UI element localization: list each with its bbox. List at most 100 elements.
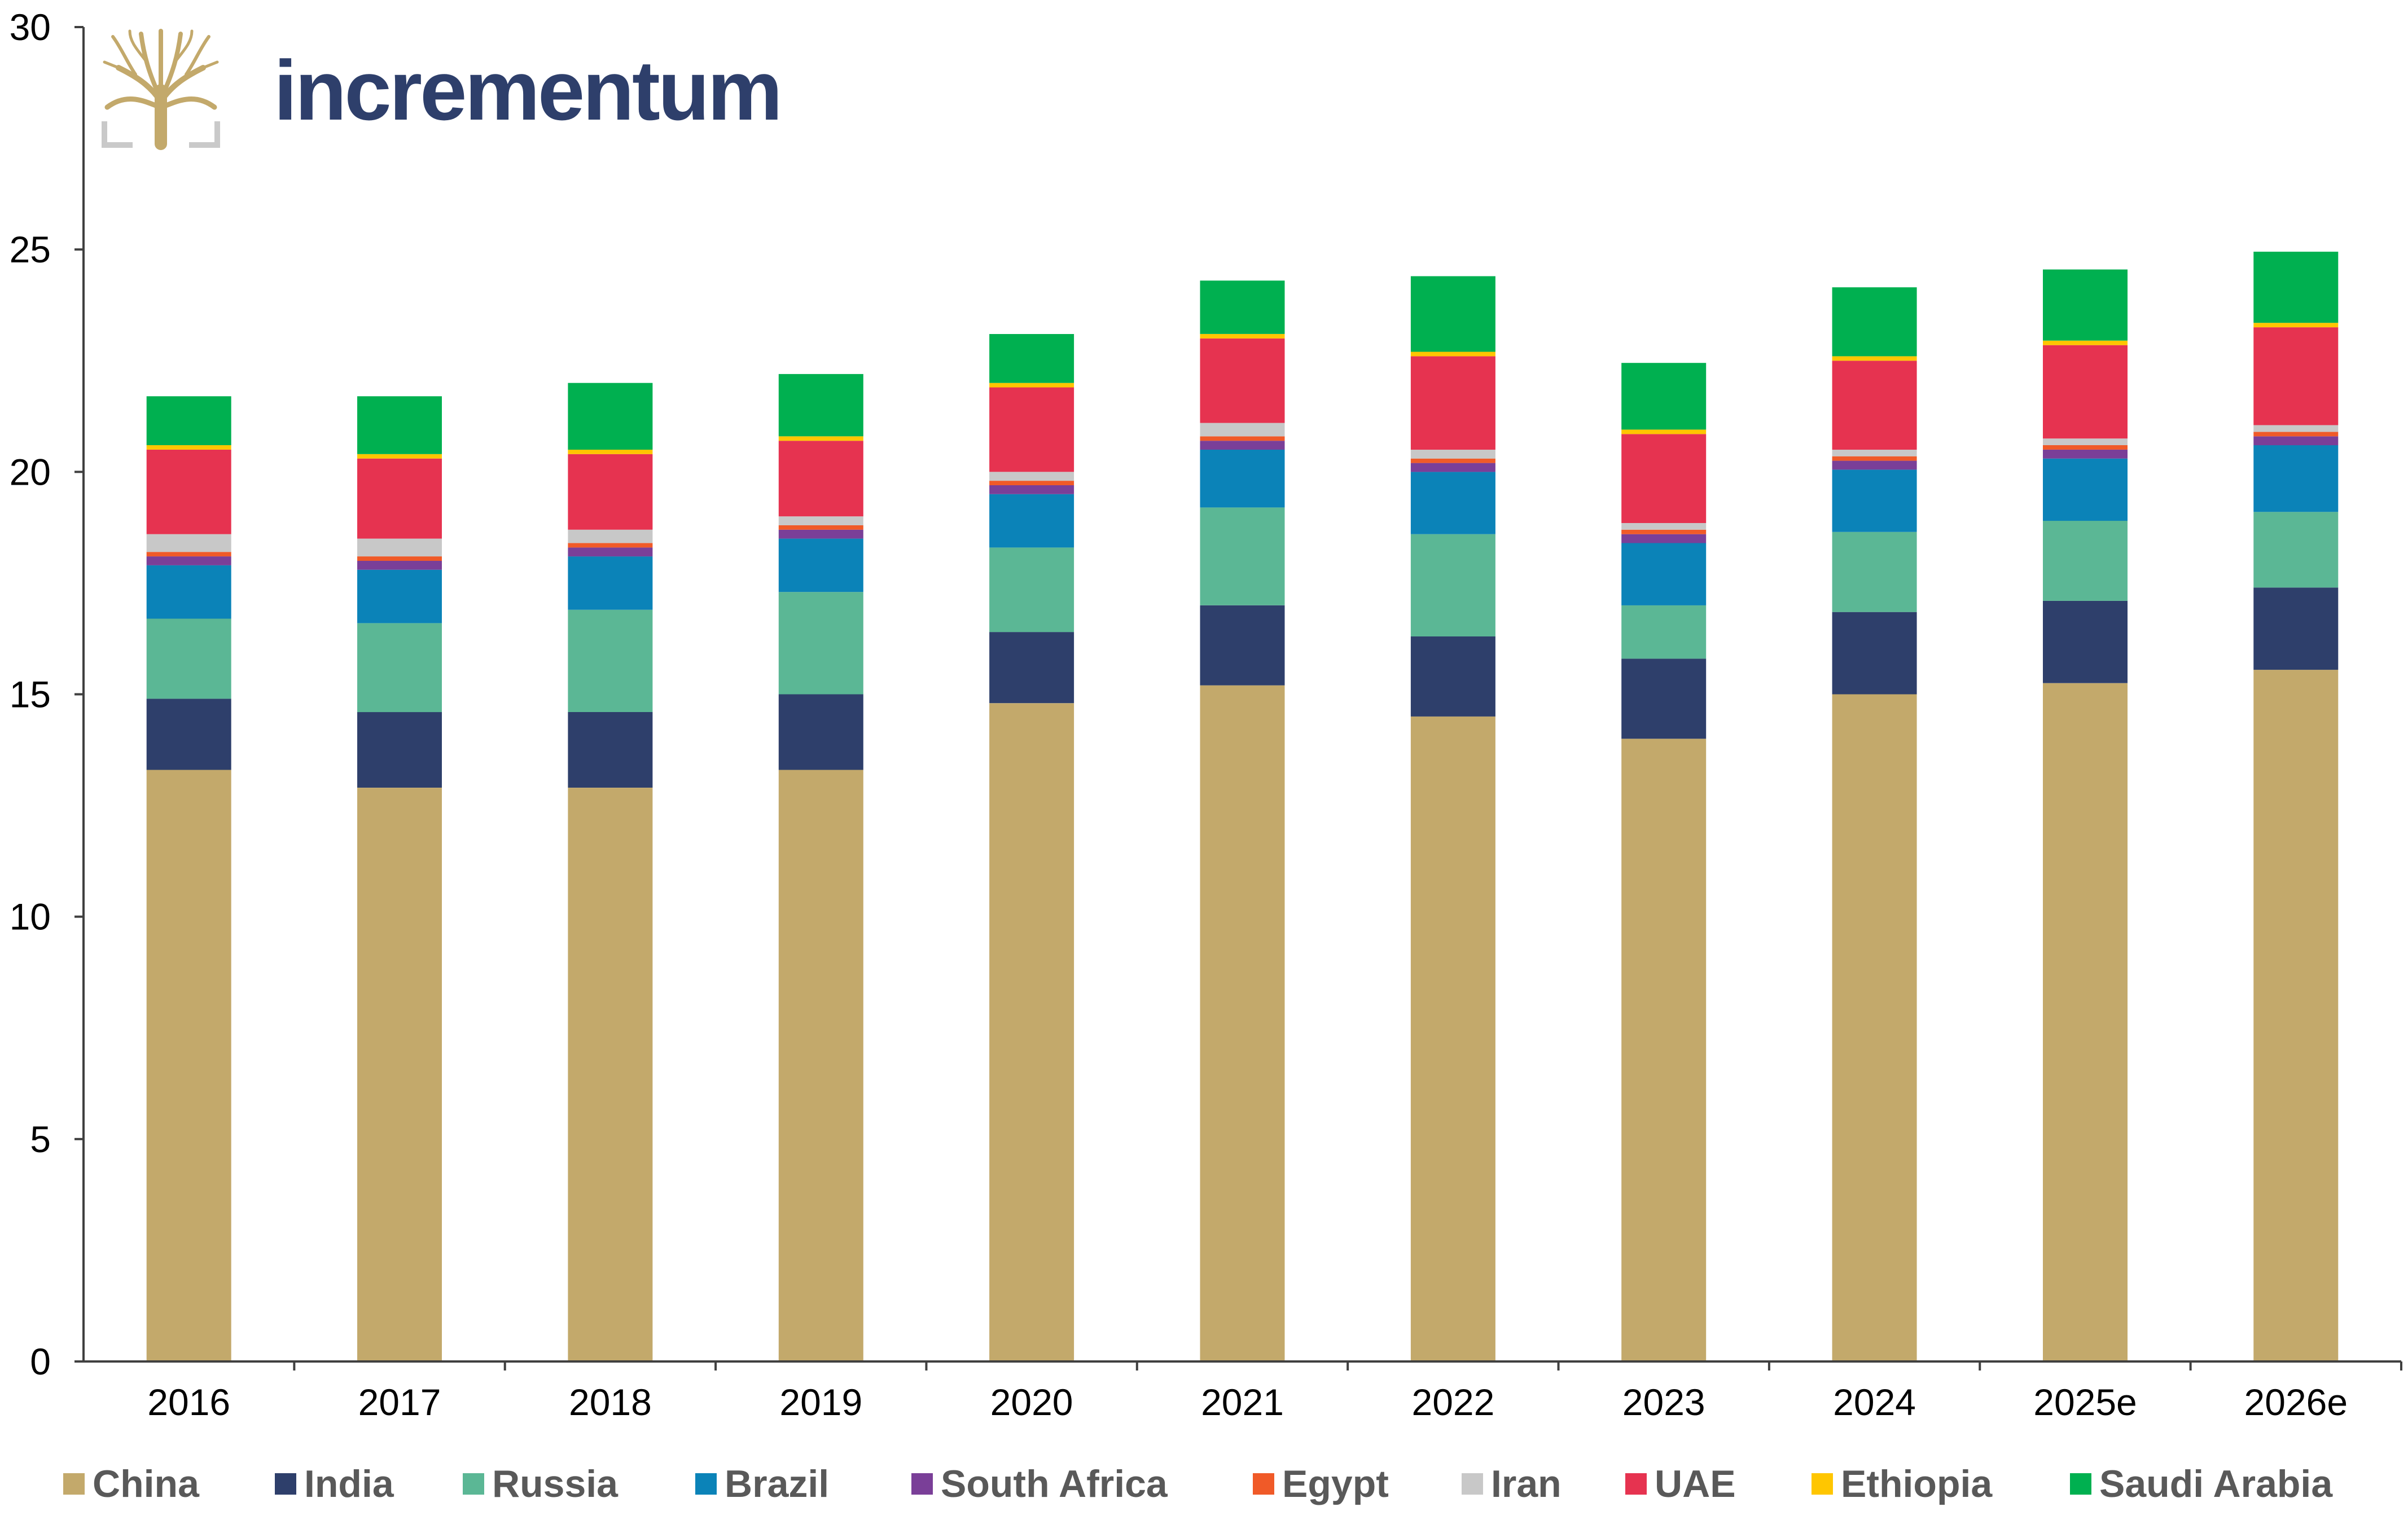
bar-egypt-2021 <box>1200 436 1285 441</box>
bar-russia-2017 <box>357 623 442 713</box>
bar-egypt-2016 <box>146 552 231 557</box>
legend-item-brazil: Brazil <box>695 1453 829 1515</box>
legend-item-saudi-arabia: Saudi Arabia <box>2070 1453 2332 1515</box>
bar-india-2023 <box>1621 658 1707 739</box>
bar-russia-2018 <box>568 609 653 712</box>
bar-china-2017 <box>357 788 442 1361</box>
legend-item-iran: Iran <box>1462 1453 1562 1515</box>
bar-iran-2021 <box>1200 423 1285 437</box>
legend-swatch <box>911 1473 933 1495</box>
bar-india-2017 <box>357 712 442 788</box>
legend-label: Saudi Arabia <box>2099 1462 2333 1505</box>
bar-south-africa-2018 <box>568 547 653 557</box>
bar-china-2026e <box>2253 670 2339 1361</box>
bar-india-2021 <box>1200 605 1285 686</box>
bar-india-2016 <box>146 699 231 770</box>
legend-swatch <box>2070 1473 2091 1495</box>
bar-china-2025e <box>2043 683 2128 1361</box>
x-tick-label: 2016 <box>147 1381 230 1423</box>
bar-ethiopia-2017 <box>357 454 442 459</box>
bar-india-2024 <box>1832 612 1917 695</box>
bar-brazil-2017 <box>357 569 442 623</box>
legend-swatch <box>1625 1473 1647 1495</box>
legend-item-china: China <box>63 1453 199 1515</box>
brand-name: incrementum <box>274 43 783 138</box>
bar-brazil-2023 <box>1621 543 1707 605</box>
bar-brazil-2016 <box>146 565 231 619</box>
bar-egypt-2024 <box>1832 456 1917 461</box>
legend-swatch <box>63 1473 85 1495</box>
bar-ethiopia-2024 <box>1832 356 1917 361</box>
bar-ethiopia-2025e <box>2043 340 2128 345</box>
bar-china-2016 <box>146 770 231 1361</box>
legend-label: Egypt <box>1282 1462 1389 1505</box>
bar-iran-2020 <box>989 472 1074 481</box>
legend-swatch <box>275 1473 296 1495</box>
bar-saudi-arabia-2016 <box>146 396 231 445</box>
legend-swatch <box>695 1473 717 1495</box>
legend-item-russia: Russia <box>463 1453 618 1515</box>
bars-layer <box>146 252 2339 1361</box>
bar-uae-2016 <box>146 449 231 534</box>
bar-iran-2025e <box>2043 438 2128 445</box>
x-tick-label: 2026e <box>2244 1381 2348 1423</box>
axes-layer: 2016 2017 2018 2019 2020 2021 2022 2023 2024 2025… <box>10 6 2402 1423</box>
bar-iran-2026e <box>2253 425 2339 432</box>
bar-south-africa-2023 <box>1621 534 1707 543</box>
bar-saudi-arabia-2020 <box>989 334 1074 383</box>
legend: China India Russia Brazil South Africa Egypt I… <box>0 1453 2408 1515</box>
bar-saudi-arabia-2017 <box>357 396 442 454</box>
bar-ethiopia-2026e <box>2253 323 2339 328</box>
bar-china-2019 <box>778 770 863 1361</box>
bar-south-africa-2017 <box>357 561 442 570</box>
bar-china-2021 <box>1200 685 1285 1361</box>
bar-egypt-2026e <box>2253 432 2339 437</box>
bar-ethiopia-2021 <box>1200 334 1285 339</box>
bar-egypt-2025e <box>2043 445 2128 450</box>
legend-swatch <box>1462 1473 1483 1495</box>
bar-south-africa-2019 <box>778 529 863 539</box>
bar-uae-2026e <box>2253 327 2339 425</box>
bar-russia-2023 <box>1621 605 1707 659</box>
y-tick-label: 5 <box>30 1118 51 1160</box>
bar-saudi-arabia-2026e <box>2253 252 2339 323</box>
legend-label: South Africa <box>941 1462 1168 1505</box>
bar-russia-2026e <box>2253 512 2339 588</box>
bar-south-africa-2016 <box>146 556 231 565</box>
bar-uae-2019 <box>778 441 863 517</box>
x-tick-label: 2021 <box>1201 1381 1284 1423</box>
bar-saudi-arabia-2024 <box>1832 287 1917 357</box>
bar-india-2020 <box>989 632 1074 704</box>
bar-iran-2022 <box>1410 449 1495 459</box>
bar-india-2022 <box>1410 636 1495 717</box>
bar-saudi-arabia-2023 <box>1621 363 1707 430</box>
x-tick-label: 2019 <box>779 1381 862 1423</box>
bar-india-2019 <box>778 694 863 770</box>
bar-ethiopia-2023 <box>1621 429 1707 434</box>
legend-label: Russia <box>492 1462 618 1505</box>
bar-brazil-2024 <box>1832 469 1917 532</box>
bar-ethiopia-2019 <box>778 436 863 441</box>
legend-swatch <box>463 1473 484 1495</box>
y-tick-label: 15 <box>10 674 51 715</box>
bar-russia-2025e <box>2043 521 2128 601</box>
bar-egypt-2017 <box>357 556 442 561</box>
legend-item-ethiopia: Ethiopia <box>1812 1453 1992 1515</box>
bar-ethiopia-2022 <box>1410 352 1495 357</box>
bar-brazil-2021 <box>1200 449 1285 508</box>
bar-egypt-2019 <box>778 525 863 530</box>
bar-russia-2022 <box>1410 534 1495 636</box>
legend-label: UAE <box>1655 1462 1736 1505</box>
bar-uae-2024 <box>1832 361 1917 450</box>
legend-label: Ethiopia <box>1841 1462 1993 1505</box>
bar-china-2024 <box>1832 694 1917 1361</box>
bar-iran-2024 <box>1832 449 1917 456</box>
bar-egypt-2018 <box>568 543 653 548</box>
bar-uae-2020 <box>989 387 1074 472</box>
bar-iran-2023 <box>1621 523 1707 530</box>
bar-ethiopia-2018 <box>568 449 653 454</box>
legend-label: Iran <box>1491 1462 1562 1505</box>
bar-uae-2022 <box>1410 356 1495 450</box>
bar-egypt-2020 <box>989 481 1074 485</box>
